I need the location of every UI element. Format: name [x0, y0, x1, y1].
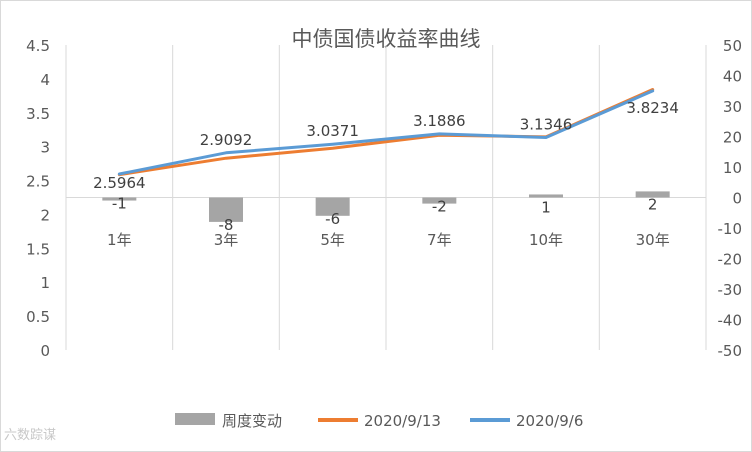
left-axis-tick-label: 4.5	[26, 37, 50, 55]
left-axis-ticks: 0 0.5 1 1.5 2 2.5 3 3.5 4 4.5	[26, 37, 50, 360]
x-axis-category-label: 3年	[214, 231, 239, 249]
x-axis-category-label: 1年	[107, 231, 132, 249]
x-axis-category-label: 30年	[636, 231, 670, 249]
grid-lines	[65, 45, 707, 350]
line-series	[117, 89, 655, 176]
bar-data-labels: -1 -8 -6 -2 1 2	[112, 195, 658, 234]
x-axis-labels: 1年 3年 5年 7年 10年 30年	[107, 231, 670, 249]
right-axis-tick-label: 30	[723, 98, 742, 116]
x-axis-category-label: 5年	[320, 231, 345, 249]
bar-weekly-change	[102, 197, 137, 201]
x-axis-category-label: 7年	[427, 231, 452, 249]
left-axis-tick-label: 3.5	[26, 105, 50, 123]
x-axis-category-label: 10年	[529, 231, 563, 249]
legend-label-line: 2020/9/13	[364, 412, 441, 430]
bar-data-label: -8	[219, 216, 234, 234]
line-series-group	[117, 88, 655, 177]
bar-data-label: -2	[432, 198, 447, 216]
right-axis-tick-label: -50	[718, 342, 743, 360]
right-axis-tick-label: -30	[718, 281, 743, 299]
line-data-label: 3.1346	[520, 116, 573, 134]
line-data-label: 2.9092	[200, 131, 253, 149]
bar-weekly-change	[209, 197, 243, 222]
line-data-label: 2.5964	[93, 174, 146, 192]
bar-weekly-change	[315, 197, 350, 216]
right-axis-tick-label: 10	[723, 159, 742, 177]
legend: 周度变动 2020/9/13 2020/9/6	[175, 412, 583, 430]
bar-series-group	[102, 191, 670, 222]
right-axis-tick-label: -40	[718, 312, 743, 330]
line-data-labels: 2.5964 2.9092 3.0371 3.1886 3.1346 3.8234	[93, 99, 679, 192]
bar-weekly-change	[422, 197, 457, 204]
right-axis-tick-label: -10	[718, 220, 743, 238]
left-axis-tick-label: 0	[40, 342, 50, 360]
left-axis-tick-label: 3	[40, 139, 50, 157]
left-axis-tick-label: 1.5	[26, 240, 50, 258]
right-axis-ticks: -50 -40 -30 -20 -10 0 10 20 30 40 50	[718, 37, 743, 360]
legend-label-bars: 周度变动	[222, 412, 282, 430]
right-axis-tick-label: 50	[723, 37, 742, 55]
right-axis-tick-label: 20	[723, 129, 742, 147]
bar-data-label: 1	[541, 198, 551, 216]
legend-swatch-bars	[175, 413, 215, 425]
left-axis-tick-label: 2.5	[26, 173, 50, 191]
legend-label-line: 2020/9/6	[516, 412, 583, 430]
line-data-label: 3.0371	[306, 122, 359, 140]
bar-weekly-change	[635, 191, 670, 198]
line-data-label: 3.1886	[413, 112, 466, 130]
watermark: 六数踪谋	[4, 428, 57, 443]
left-axis-tick-label: 1	[40, 274, 50, 292]
left-axis-tick-label: 0.5	[26, 308, 50, 326]
left-axis-tick-label: 4	[40, 71, 50, 89]
right-axis-tick-label: -20	[718, 251, 743, 269]
bar-data-label: -1	[112, 195, 127, 213]
bar-data-label: -6	[325, 210, 340, 228]
bar-data-label: 2	[648, 195, 658, 213]
right-axis-tick-label: 0	[732, 190, 742, 208]
left-axis-tick-label: 2	[40, 206, 50, 224]
bar-weekly-change	[529, 194, 563, 198]
line-data-label: 3.8234	[626, 99, 679, 117]
right-axis-tick-label: 40	[723, 68, 742, 86]
